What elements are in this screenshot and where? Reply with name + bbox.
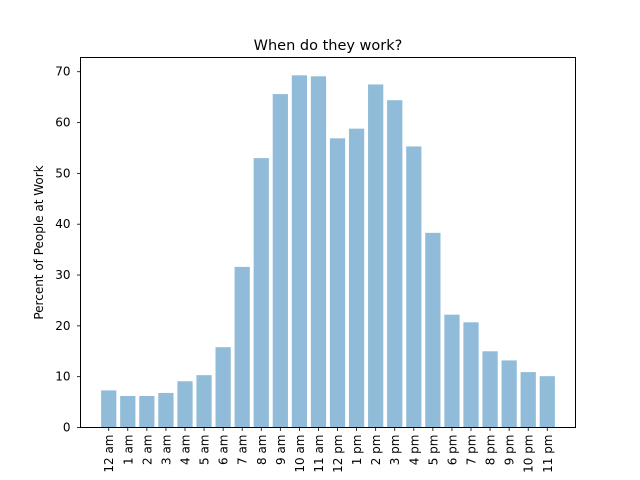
x-tick-label: 11 pm xyxy=(541,435,555,473)
chart-title: When do they work? xyxy=(254,38,403,54)
x-tick-label: 6 am xyxy=(217,435,231,466)
y-tick-label: 30 xyxy=(55,268,70,282)
x-tick-label: 1 am xyxy=(121,435,135,466)
x-tick-label: 3 am xyxy=(159,435,173,466)
bar-9-am xyxy=(272,94,288,428)
y-tick-label: 60 xyxy=(55,116,70,130)
bar-10-pm xyxy=(520,372,536,428)
x-tick-label: 8 am xyxy=(255,435,269,466)
bar-6-pm xyxy=(444,314,460,428)
bar-2-am xyxy=(139,395,155,428)
y-tick-label: 40 xyxy=(55,217,70,231)
y-tick-label: 50 xyxy=(55,166,70,180)
x-tick-label: 8 pm xyxy=(484,435,498,466)
bar-4-pm xyxy=(406,146,422,428)
bar-12-pm xyxy=(329,138,346,428)
bar-11-am xyxy=(310,76,327,428)
bar-3-pm xyxy=(387,100,403,428)
bars-group xyxy=(101,75,555,428)
x-tick-label: 4 am xyxy=(178,435,192,466)
bar-11-pm xyxy=(539,376,555,428)
x-tick-label: 5 pm xyxy=(426,435,440,466)
bar-10-am xyxy=(291,75,308,428)
x-tick-label: 10 am xyxy=(293,435,307,473)
x-tick-label: 10 pm xyxy=(522,435,536,473)
bar-1-am xyxy=(120,395,136,428)
bar-4-am xyxy=(177,381,193,428)
x-tick-label: 2 am xyxy=(140,435,154,466)
x-tick-label: 9 pm xyxy=(503,435,517,466)
y-tick-label: 20 xyxy=(55,319,70,333)
bar-7-pm xyxy=(463,322,479,428)
bar-1-pm xyxy=(348,128,365,428)
bar-2-pm xyxy=(368,84,384,428)
x-tick-label: 6 pm xyxy=(445,435,459,466)
x-tick-label: 7 am xyxy=(236,435,250,466)
y-tick-label: 0 xyxy=(63,421,71,435)
bar-8-pm xyxy=(482,351,498,428)
bar-9-pm xyxy=(501,360,517,428)
x-axis-ticks: 12 am 1 am 2 am 3 am 4 am 5 am 6 am 7 am 8 am 9 a… xyxy=(102,427,555,473)
x-tick-label: 12 pm xyxy=(331,435,345,473)
y-axis-label: Percent of People at Work xyxy=(32,165,46,319)
x-tick-label: 7 pm xyxy=(465,435,479,466)
x-tick-label: 4 pm xyxy=(407,435,421,466)
bar-12-am xyxy=(101,390,117,428)
x-tick-label: 5 am xyxy=(198,435,212,466)
bar-7-am xyxy=(234,266,250,428)
x-tick-label: 11 am xyxy=(312,435,326,473)
bar-5-am xyxy=(196,375,212,428)
x-tick-label: 3 pm xyxy=(388,435,402,466)
plot-frame xyxy=(80,57,576,428)
bar-3-am xyxy=(158,392,174,428)
y-axis-ticks: 0 10 20 30 40 50 60 70 xyxy=(55,65,81,435)
x-tick-label: 2 pm xyxy=(369,435,383,466)
x-tick-label: 9 am xyxy=(274,435,288,466)
y-tick-label: 10 xyxy=(55,370,70,384)
x-tick-label: 1 pm xyxy=(350,435,364,466)
x-tick-label: 12 am xyxy=(102,435,116,473)
y-tick-label: 70 xyxy=(55,65,70,79)
bar-8-am xyxy=(253,158,269,428)
bar-6-am xyxy=(215,347,231,428)
bar-5-pm xyxy=(425,232,441,428)
